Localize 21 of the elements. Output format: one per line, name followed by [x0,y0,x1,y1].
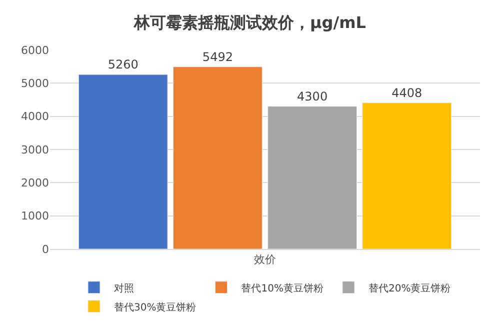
bar [362,102,452,249]
y-tick-label: 2000 [21,176,49,190]
x-tick-label: 效价 [254,253,276,266]
y-tick-label: 1000 [21,210,49,223]
y-tick-label: 0 [42,242,49,256]
legend-label: 对照 [114,282,134,294]
y-tick-label: 5000 [21,77,49,90]
chart-title: 林可霉素摇瓶测试效价，μg/mL [133,12,366,32]
legend-label: 替代10%黄豆饼粉 [241,282,324,294]
data-label: 5492 [202,50,233,64]
bar [268,106,358,249]
y-tick-label: 6000 [21,44,49,57]
y-tick-label: 4000 [21,110,49,124]
data-label: 4300 [297,89,328,104]
data-label: 5260 [108,58,138,72]
legend-label: 替代30%黄豆饼粉 [114,301,196,314]
bar [78,74,168,249]
bar [172,66,262,249]
y-tick-label: 3000 [21,143,49,156]
legend-label: 替代20%黄豆饼粉 [368,282,451,294]
data-label: 4408 [392,86,422,100]
